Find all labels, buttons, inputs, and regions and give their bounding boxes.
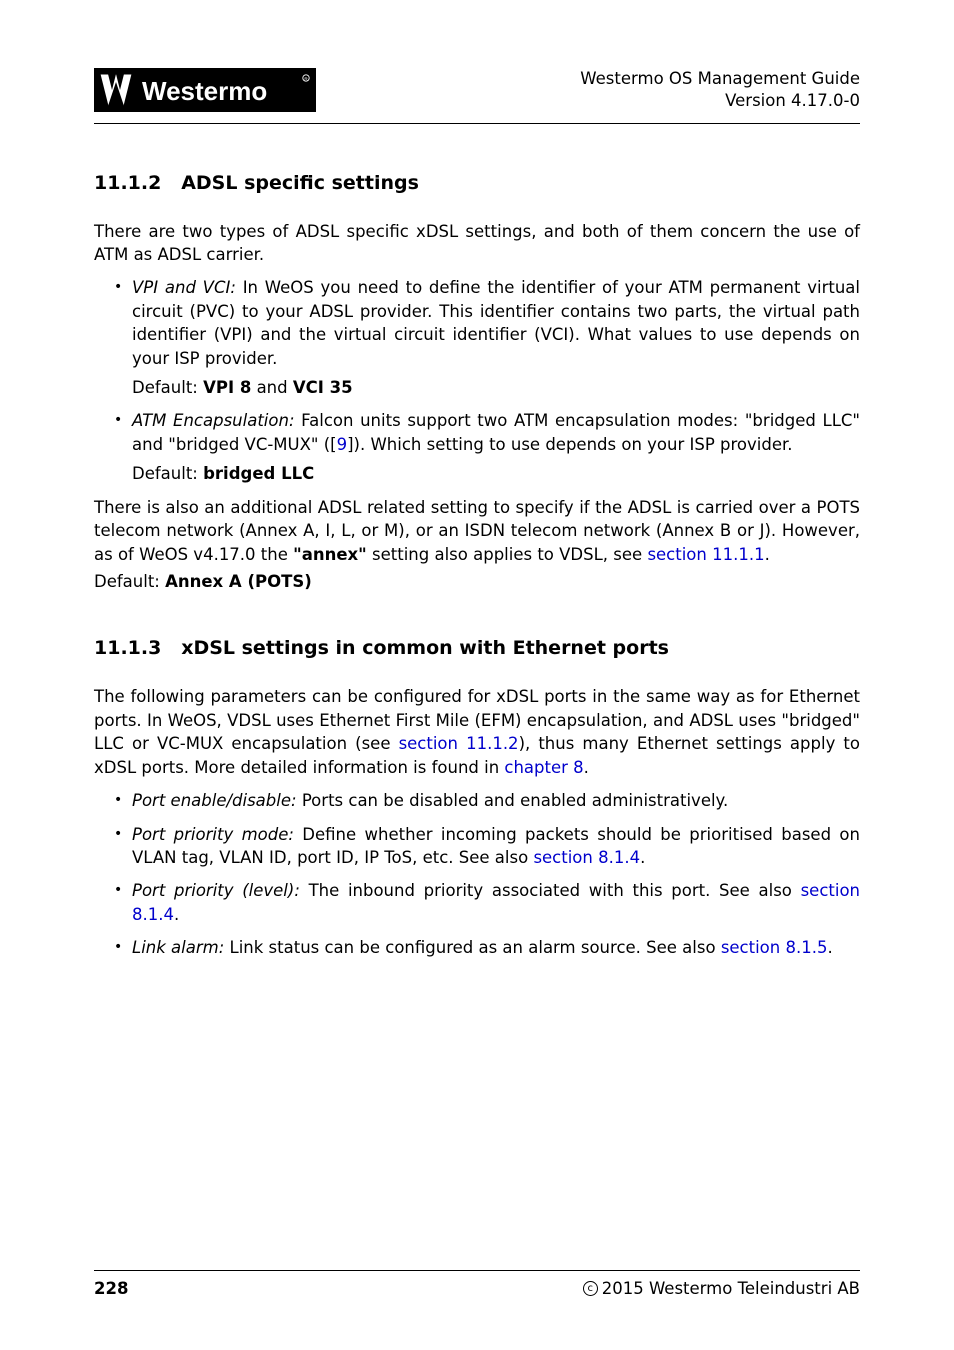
bullet-text-b: . — [827, 938, 832, 957]
section-link-814[interactable]: section 8.1.4 — [533, 848, 640, 867]
default-value: Annex A (POTS) — [165, 572, 312, 591]
outro-c: . — [765, 545, 770, 564]
default-value: VPI 8 — [203, 378, 251, 397]
bullet-text-b: . — [174, 905, 179, 924]
default-line: Default: VPI 8 and VCI 35 — [132, 376, 860, 399]
bullet-text-a: Link status can be configured as an alar… — [224, 938, 721, 957]
default-value-2: VCI 35 — [293, 378, 353, 397]
intro-c: . — [584, 758, 589, 777]
copyright-text: 2015 Westermo Teleindustri AB — [602, 1279, 860, 1298]
section-heading-1113: 11.1.3 xDSL settings in common with Ethe… — [94, 637, 860, 659]
brand-logo: Westermo R — [94, 68, 316, 112]
section-title: ADSL specific settings — [181, 172, 419, 194]
bullet-lead: ATM Encapsulation: — [132, 411, 295, 430]
list-item: Port enable/disable: Ports can be disabl… — [132, 789, 860, 812]
section-link-1111[interactable]: section 11.1.1 — [647, 545, 764, 564]
list-item: Link alarm: Link status can be configure… — [132, 936, 860, 959]
header-text: Westermo OS Management Guide Version 4.1… — [580, 68, 860, 113]
bullet-list-1113: Port enable/disable: Ports can be disabl… — [94, 789, 860, 960]
bullet-list-1112: VPI and VCI: In WeOS you need to define … — [94, 276, 860, 485]
list-item: VPI and VCI: In WeOS you need to define … — [132, 276, 860, 399]
bullet-text-b: . — [640, 848, 645, 867]
default-prefix: Default: — [132, 378, 203, 397]
default-prefix: Default: — [132, 464, 203, 483]
bullet-text-a: The inbound priority associated with thi… — [300, 881, 801, 900]
section-title: xDSL settings in common with Ethernet po… — [181, 637, 669, 659]
default-mid: and — [251, 378, 293, 397]
page-footer: 228 c 2015 Westermo Teleindustri AB — [94, 1270, 860, 1298]
section-link-1112[interactable]: section 11.1.2 — [399, 734, 519, 753]
list-item: Port priority mode: Define whether incom… — [132, 823, 860, 870]
default-prefix: Default: — [94, 572, 165, 591]
footer-row: 228 c 2015 Westermo Teleindustri AB — [94, 1279, 860, 1298]
bullet-lead: Port priority mode: — [132, 825, 294, 844]
bullet-lead: Port enable/disable: — [132, 791, 297, 810]
copyright: c 2015 Westermo Teleindustri AB — [583, 1279, 860, 1298]
intro-paragraph-1113: The following parameters can be configur… — [94, 685, 860, 779]
bullet-lead: Link alarm: — [132, 938, 224, 957]
version-line: Version 4.17.0-0 — [580, 90, 860, 112]
bullet-text-b: ]). Which setting to use depends on your… — [347, 435, 792, 454]
bullet-text: In WeOS you need to define the identifie… — [132, 278, 860, 367]
default-line: Default: bridged LLC — [132, 462, 860, 485]
copyright-icon: c — [583, 1281, 598, 1296]
section-heading-1112: 11.1.2 ADSL specific settings — [94, 172, 860, 194]
section-number: 11.1.2 — [94, 172, 161, 194]
page-number: 228 — [94, 1279, 128, 1298]
section-number: 11.1.3 — [94, 637, 161, 659]
bullet-text: Ports can be disabled and enabled admini… — [297, 791, 729, 810]
intro-paragraph-1112: There are two types of ADSL specific xDS… — [94, 220, 860, 267]
header-rule — [94, 123, 860, 124]
outro-tt: "annex" — [293, 545, 367, 564]
section-link-815[interactable]: section 8.1.5 — [721, 938, 828, 957]
default-line-annex: Default: Annex A (POTS) — [94, 570, 860, 593]
footer-rule — [94, 1270, 860, 1271]
westermo-logo-icon: Westermo R — [94, 68, 316, 112]
outro-b: setting also applies to VDSL, see — [367, 545, 648, 564]
outro-paragraph-1112: There is also an additional ADSL related… — [94, 496, 860, 566]
page-header: Westermo R Westermo OS Management Guide … — [94, 68, 860, 113]
list-item: Port priority (level): The inbound prior… — [132, 879, 860, 926]
default-value: bridged LLC — [203, 464, 314, 483]
bullet-lead: Port priority (level): — [132, 881, 300, 900]
citation-link[interactable]: 9 — [337, 435, 348, 454]
svg-text:Westermo: Westermo — [142, 76, 267, 106]
guide-title: Westermo OS Management Guide — [580, 68, 860, 90]
bullet-lead: VPI and VCI: — [132, 278, 236, 297]
list-item: ATM Encapsulation: Falcon units support … — [132, 409, 860, 485]
chapter-link-8[interactable]: chapter 8 — [504, 758, 583, 777]
